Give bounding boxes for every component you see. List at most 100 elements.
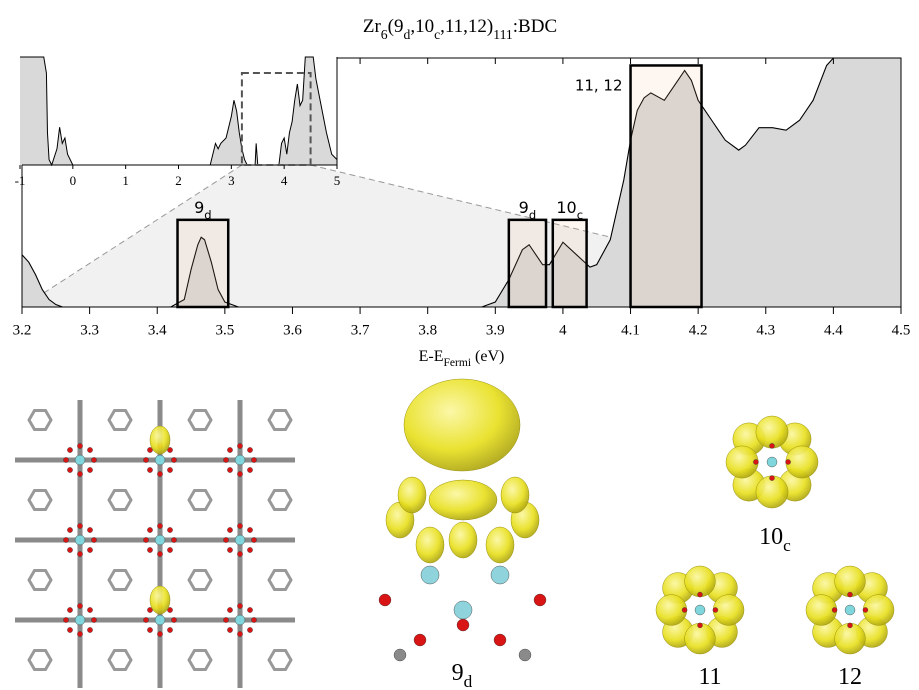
atom — [457, 619, 469, 631]
atom — [67, 527, 72, 532]
highlight-box — [509, 220, 546, 307]
x-axis-label-part: E-E — [419, 348, 444, 365]
atom — [863, 608, 868, 613]
atom — [77, 551, 82, 556]
atom — [67, 447, 72, 452]
panel-label: 12 — [838, 664, 862, 690]
atom — [67, 607, 72, 612]
chart-title-part: 111 — [493, 27, 513, 42]
isosurface — [416, 527, 444, 563]
atom — [155, 615, 165, 625]
atom — [67, 467, 72, 472]
ring — [29, 570, 51, 589]
panel-label: 9d — [452, 660, 473, 690]
highlight-box — [631, 65, 702, 307]
ring — [189, 490, 211, 509]
atom — [235, 535, 245, 545]
x-tick-label: 4.5 — [892, 322, 911, 338]
x-tick-label: 3.6 — [283, 322, 302, 338]
ring — [269, 570, 291, 589]
atom — [63, 457, 68, 462]
x-tick-label: 3.2 — [13, 322, 32, 338]
atom — [155, 535, 165, 545]
atom — [77, 471, 82, 476]
atom — [237, 603, 242, 608]
atom — [67, 627, 72, 632]
atom — [91, 537, 96, 542]
atom — [848, 623, 853, 628]
atom — [157, 471, 162, 476]
atom — [147, 527, 152, 532]
highlight-box — [553, 220, 587, 307]
atom — [227, 547, 232, 552]
chart-title-part: :BDC — [513, 16, 557, 37]
atom — [454, 601, 472, 619]
x-tick-label: 4.3 — [756, 322, 775, 338]
atom — [421, 566, 439, 584]
atom — [143, 537, 148, 542]
atom — [247, 627, 252, 632]
box-label-part: d — [204, 207, 211, 221]
layer: Zr6(9d,10c,11,12)111:BDC9d9d10c11, 123.2… — [13, 16, 911, 690]
atom — [832, 608, 837, 613]
isosurface — [429, 480, 497, 520]
atom — [767, 457, 777, 467]
atom — [77, 603, 82, 608]
atom — [845, 605, 855, 615]
atom — [394, 649, 406, 661]
isosurface — [150, 586, 170, 614]
atom — [770, 476, 775, 481]
atom — [227, 607, 232, 612]
atom — [157, 631, 162, 636]
box-label-part: c — [577, 207, 583, 221]
isosurface — [449, 522, 477, 558]
ring — [269, 650, 291, 669]
chart-title-part: ,11,12) — [440, 16, 493, 37]
atom — [247, 447, 252, 452]
atom — [251, 617, 256, 622]
chart-title-part: (9 — [388, 16, 404, 37]
ring — [109, 490, 131, 509]
atom — [237, 443, 242, 448]
x-tick-label: 3.9 — [486, 322, 505, 338]
atom — [75, 615, 85, 625]
atom — [227, 527, 232, 532]
atom — [251, 537, 256, 542]
isosurface — [150, 426, 170, 454]
ring — [109, 410, 131, 429]
atom — [157, 523, 162, 528]
inset-x-tick-label: 3 — [228, 173, 235, 188]
atom — [87, 467, 92, 472]
panel-label-part: 9 — [452, 660, 464, 686]
atom — [77, 443, 82, 448]
atom — [682, 608, 687, 613]
highlight-box — [178, 220, 229, 307]
atom — [786, 460, 791, 465]
atom — [143, 457, 148, 462]
atom — [87, 527, 92, 532]
isosurface — [486, 527, 514, 563]
atom — [247, 547, 252, 552]
box-label-part: 9 — [194, 197, 204, 216]
atom — [848, 592, 853, 597]
ring — [189, 570, 211, 589]
x-tick-label: 4 — [559, 322, 567, 338]
atom — [91, 617, 96, 622]
x-axis-label: E-EFermi (eV) — [419, 348, 505, 369]
atom — [251, 457, 256, 462]
inset-x-tick-label: 5 — [334, 173, 341, 188]
panel-label: 11 — [698, 664, 721, 690]
atom — [155, 455, 165, 465]
atom — [227, 467, 232, 472]
atom — [491, 566, 509, 584]
atom — [713, 608, 718, 613]
panel-label-part: c — [783, 536, 791, 555]
inset-x-tick-label: 1 — [122, 173, 129, 188]
ring — [29, 650, 51, 669]
ring — [189, 410, 211, 429]
atom — [77, 523, 82, 528]
box-label-part: 10 — [556, 197, 576, 216]
inset-x-tick-label: 0 — [70, 173, 77, 188]
atom — [147, 467, 152, 472]
ring — [189, 650, 211, 669]
